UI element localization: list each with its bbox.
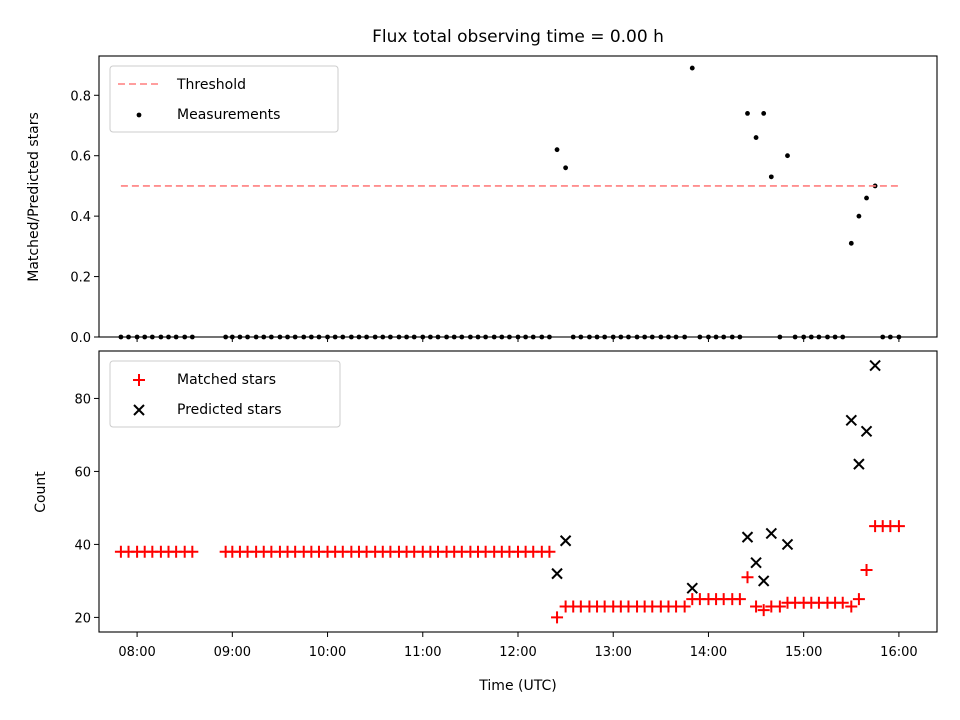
matched-star-point (186, 545, 199, 558)
matched-star-point (892, 520, 905, 533)
bottom-x-tick-label: 16:00 (880, 645, 917, 660)
bottom-y-ticks: 20 40 60 80 (74, 392, 99, 626)
top-legend: Threshold Measurements (109, 65, 339, 133)
bottom-y-tick-label: 40 (74, 538, 91, 553)
x-axis-label: Time (UTC) (478, 678, 556, 694)
measurement-point (768, 174, 774, 180)
bottom-x-tick-label: 11:00 (404, 645, 441, 660)
matched-star-point (852, 593, 865, 606)
bottom-y-axis-label: Count (33, 471, 49, 513)
bottom-x-tick-label: 13:00 (594, 645, 631, 660)
matched-star-point (757, 604, 770, 617)
matched-stars-legend-swatch (133, 374, 145, 386)
matched-star-point (741, 571, 754, 584)
top-y-tick-label: 0.0 (70, 331, 91, 346)
predicted-star-point (750, 556, 762, 569)
measurement-point (785, 153, 790, 159)
predicted-star-point (559, 535, 572, 547)
measurements-legend-label: Measurements (177, 107, 280, 123)
measurement-point (848, 240, 854, 246)
bottom-y-tick-label: 80 (74, 392, 91, 407)
matched-stars-legend-label: Matched stars (177, 372, 276, 388)
bottom-legend-frame (109, 360, 341, 428)
top-y-tick-label: 0.8 (70, 89, 91, 104)
top-legend-frame (109, 65, 339, 133)
measurement-point (761, 111, 767, 116)
threshold-legend-label: Threshold (176, 77, 246, 93)
bottom-x-ticks: 08:00 09:00 10:00 11:00 12:00 13:00 14:00 15:00… (118, 632, 918, 660)
measurement-point (554, 147, 560, 153)
measurement-point (563, 165, 569, 171)
predicted-star-point (551, 567, 563, 580)
bottom-x-tick-label: 15:00 (785, 645, 822, 660)
measurement-point (856, 213, 862, 219)
bottom-x-tick-label: 12:00 (499, 645, 536, 660)
matched-star-point (678, 600, 691, 613)
matched-star-point (733, 593, 746, 606)
predicted-star-point (757, 575, 770, 587)
bottom-x-tick-label: 14:00 (690, 645, 727, 660)
top-y-tick-label: 0.6 (70, 150, 91, 165)
predicted-star-point (869, 359, 881, 372)
predicted-star-point (781, 538, 794, 551)
measurement-point (753, 135, 759, 140)
bottom-legend: Matched stars Predicted stars (109, 360, 341, 428)
bottom-x-tick-label: 09:00 (214, 645, 251, 660)
measurement-point (745, 111, 750, 116)
measurements-legend-swatch (136, 112, 142, 118)
predicted-star-point (853, 458, 865, 470)
predicted-stars-series (551, 359, 881, 594)
measurement-point (689, 65, 695, 71)
predicted-star-point (741, 531, 754, 543)
matched-star-point (543, 545, 556, 558)
bottom-x-tick-label: 08:00 (118, 645, 155, 660)
bottom-x-tick-label: 10:00 (309, 645, 346, 660)
measurement-point (864, 195, 869, 201)
matched-star-point (773, 600, 786, 613)
matched-star-point (836, 596, 849, 609)
predicted-star-point (765, 527, 778, 540)
matched-star-point (750, 600, 763, 613)
predicted-stars-legend-swatch (133, 404, 145, 416)
predicted-star-point (845, 414, 858, 427)
matched-star-point (860, 563, 873, 576)
top-x-ticks (136, 337, 900, 342)
predicted-star-point (860, 425, 873, 437)
matched-stars-series (114, 520, 905, 624)
top-y-tick-label: 0.2 (70, 271, 91, 286)
bottom-y-tick-label: 60 (74, 465, 91, 480)
matched-star-point (551, 611, 564, 624)
predicted-stars-legend-label: Predicted stars (177, 402, 282, 418)
top-y-tick-label: 0.4 (70, 210, 91, 225)
predicted-star-point (686, 582, 698, 594)
top-y-axis-label: Matched/Predicted stars (26, 112, 42, 282)
top-chart-title: Flux total observing time = 0.00 h (372, 27, 664, 47)
bottom-panel: 20 40 60 80 08:00 09:00 10:00 11:00 12:00 13:00 1… (33, 350, 938, 694)
bottom-y-tick-label: 20 (74, 611, 91, 626)
matched-star-point (845, 600, 858, 613)
top-panel: Flux total observing time = 0.00 h 0.00.… (26, 27, 938, 346)
top-y-ticks: 0.0 0.2 0.4 0.6 0.8 (70, 89, 99, 346)
